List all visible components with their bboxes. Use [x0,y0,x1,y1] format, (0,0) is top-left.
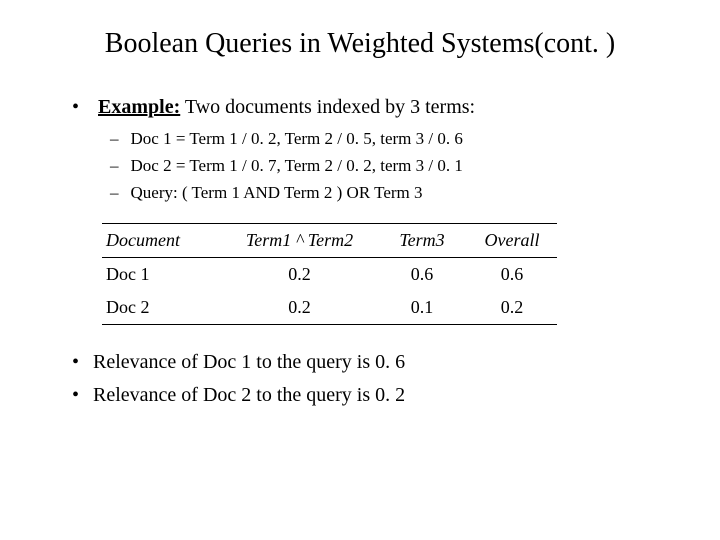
cell: 0.1 [377,291,467,325]
conclusion-text: Relevance of Doc 2 to the query is 0. 2 [93,384,405,406]
cell: 0.6 [377,258,467,292]
subitem: Query: ( Term 1 AND Term 2 ) OR Term 3 [110,183,670,203]
table-row: Doc 2 0.2 0.1 0.2 [102,291,557,325]
subitem: Doc 2 = Term 1 / 0. 7, Term 2 / 0. 2, te… [110,156,670,176]
col-term3: Term3 [377,224,467,258]
cell: 0.6 [467,258,557,292]
col-document: Document [102,224,222,258]
example-bullet: Example: Two documents indexed by 3 term… [72,96,670,119]
conclusion-text: Relevance of Doc 1 to the query is 0. 6 [93,351,405,373]
col-overall: Overall [467,224,557,258]
cell: 0.2 [222,258,377,292]
subitem-text: Doc 2 = Term 1 / 0. 7, Term 2 / 0. 2, te… [131,156,463,175]
conclusions: Relevance of Doc 1 to the query is 0. 6 … [50,351,670,407]
cell: 0.2 [467,291,557,325]
col-term-and: Term1 ^ Term2 [222,224,377,258]
example-lead: Example: [98,96,180,118]
cell: Doc 1 [102,258,222,292]
results-table-wrap: Document Term1 ^ Term2 Term3 Overall Doc… [102,223,670,325]
subitem-text: Query: ( Term 1 AND Term 2 ) OR Term 3 [131,183,423,202]
example-rest: Two documents indexed by 3 terms: [180,96,475,118]
conclusion-bullet: Relevance of Doc 1 to the query is 0. 6 [72,351,670,374]
cell: 0.2 [222,291,377,325]
example-sublist: Doc 1 = Term 1 / 0. 2, Term 2 / 0. 5, te… [110,129,670,203]
table-header-row: Document Term1 ^ Term2 Term3 Overall [102,224,557,258]
subitem-text: Doc 1 = Term 1 / 0. 2, Term 2 / 0. 5, te… [131,129,463,148]
subitem: Doc 1 = Term 1 / 0. 2, Term 2 / 0. 5, te… [110,129,670,149]
results-table: Document Term1 ^ Term2 Term3 Overall Doc… [102,223,557,325]
cell: Doc 2 [102,291,222,325]
slide-title: Boolean Queries in Weighted Systems(cont… [50,28,670,60]
conclusion-bullet: Relevance of Doc 2 to the query is 0. 2 [72,384,670,407]
table-row: Doc 1 0.2 0.6 0.6 [102,258,557,292]
